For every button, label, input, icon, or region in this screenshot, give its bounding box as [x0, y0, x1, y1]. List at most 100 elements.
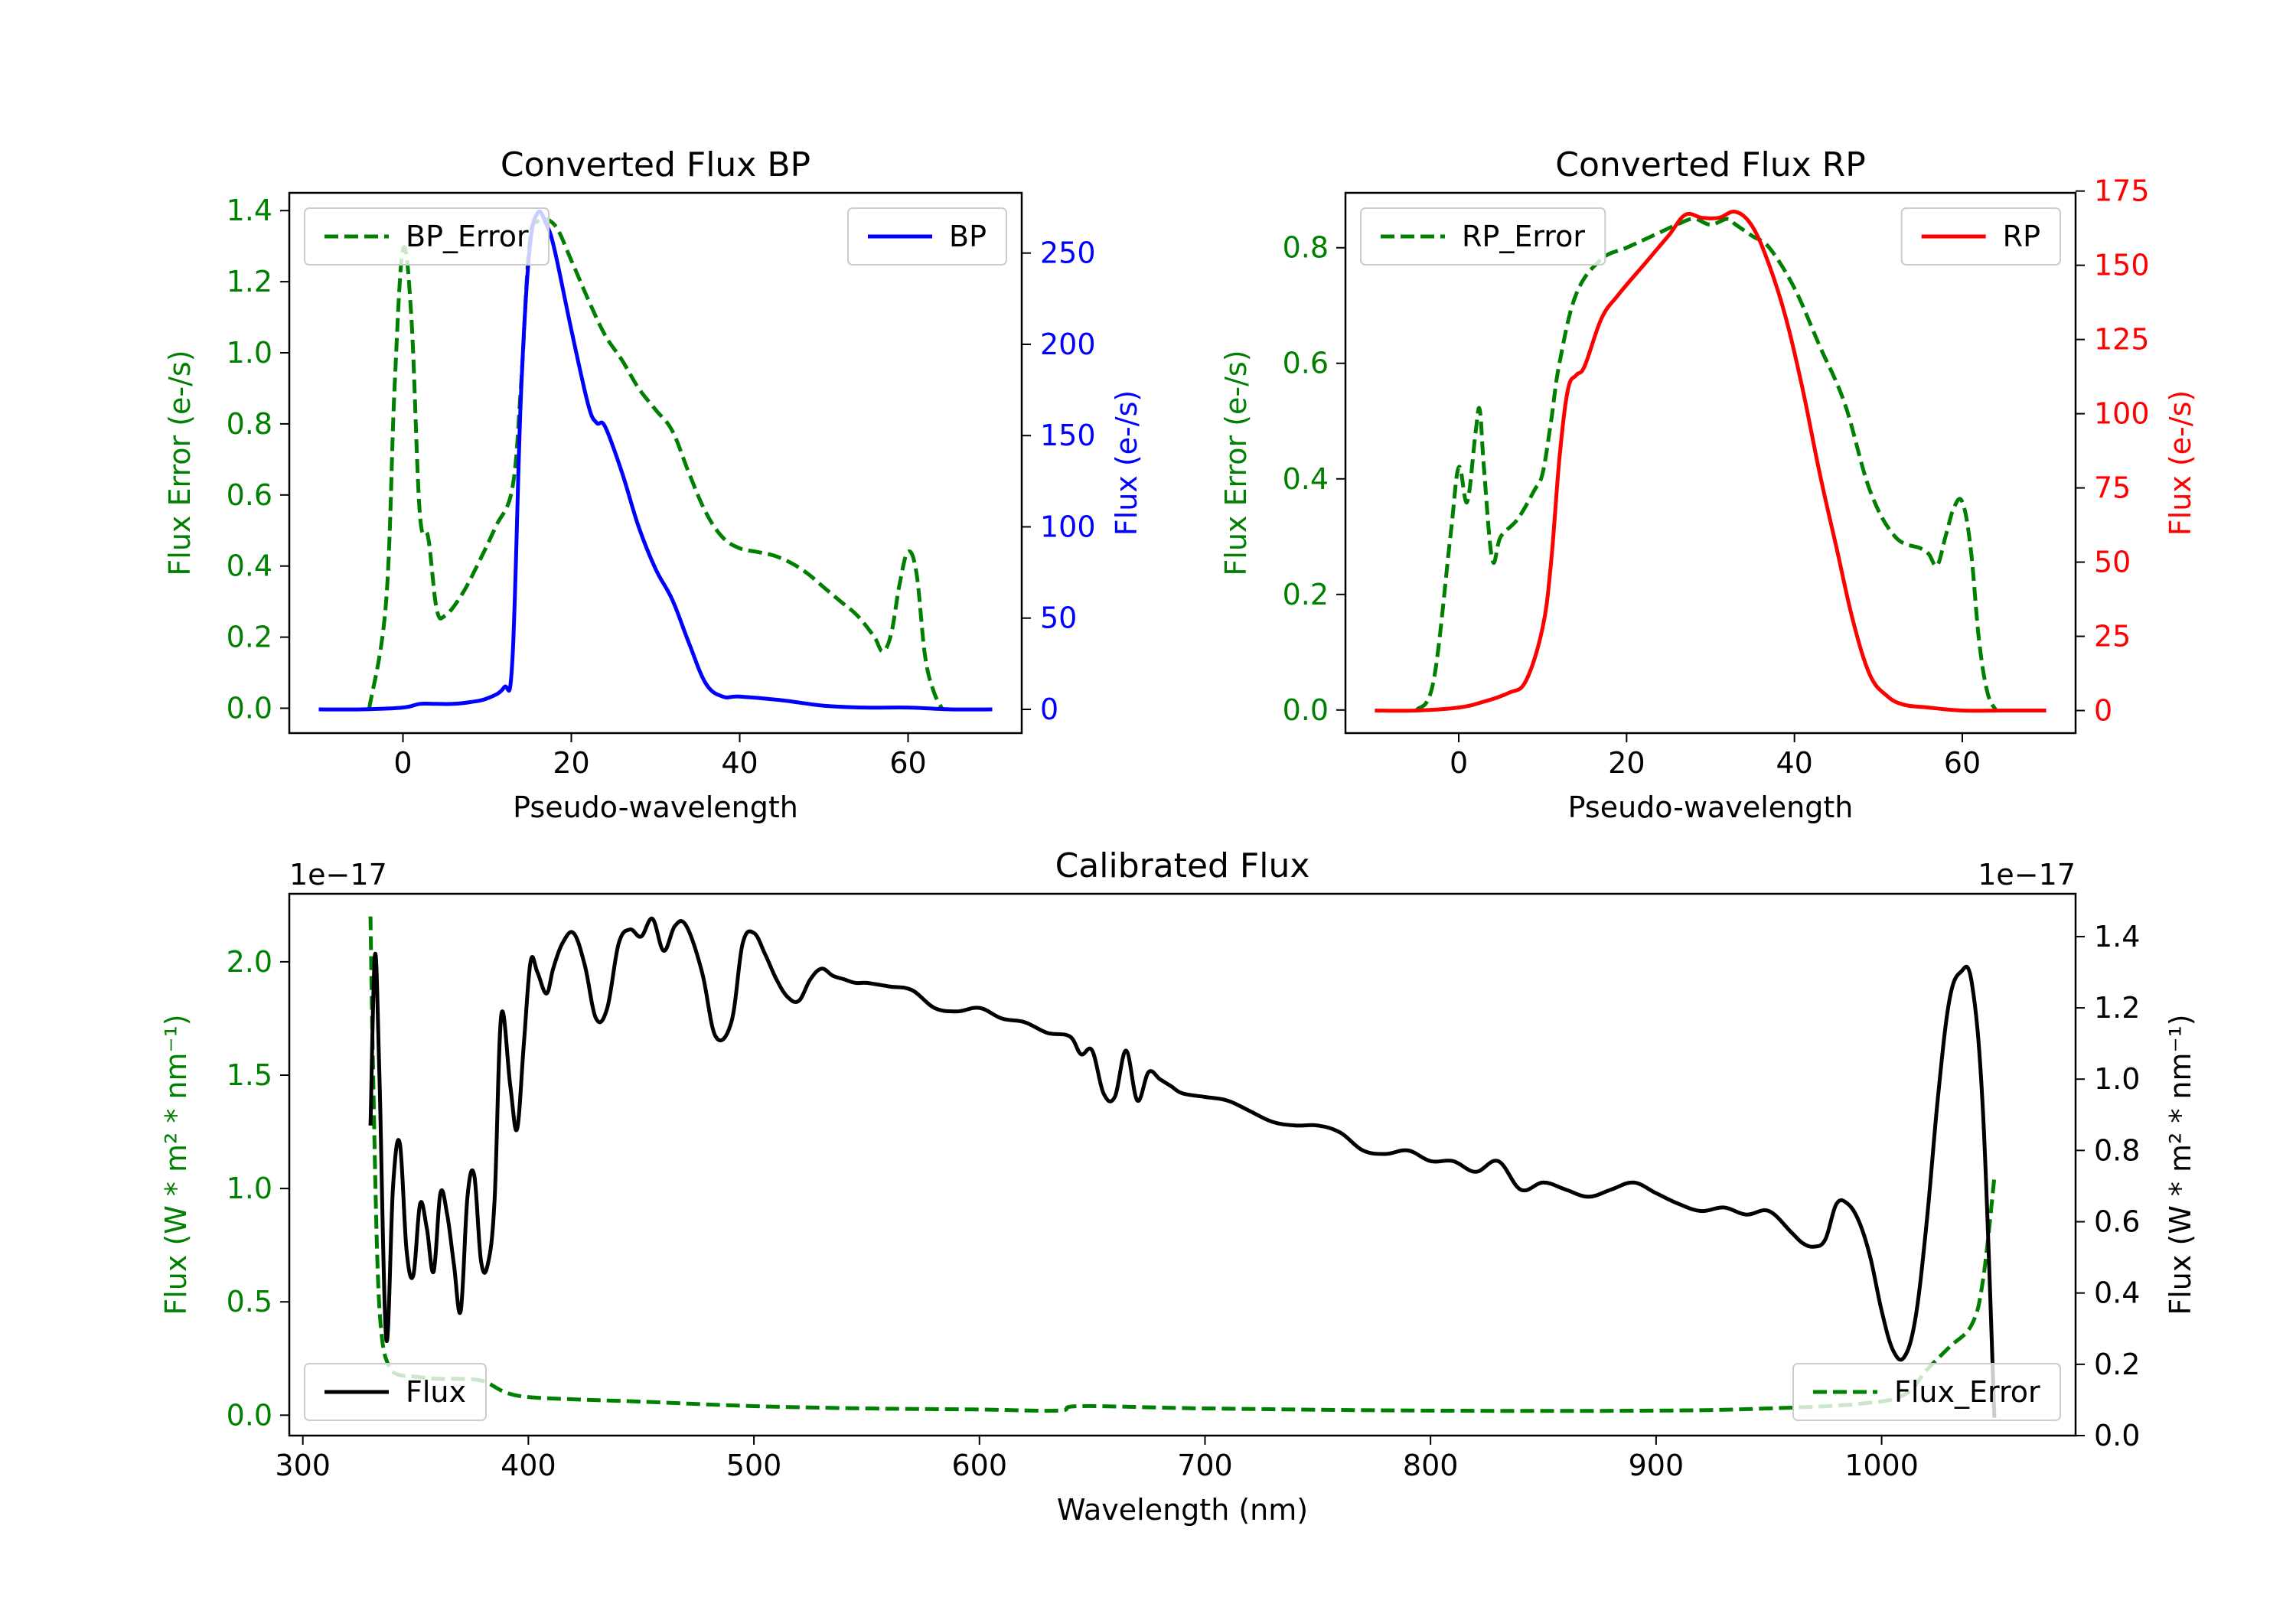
legend-box: [304, 1363, 487, 1421]
x-tick-label: 20: [1608, 746, 1645, 780]
y-right-tick-label: 25: [2094, 620, 2131, 654]
y-left-tick-label: 0.2: [1283, 578, 1329, 611]
legend-box: [1360, 207, 1606, 266]
y-right-tick-label: 175: [2094, 174, 2150, 208]
chart-title: Converted Flux RP: [1555, 145, 1866, 184]
y-right-axis-label: Flux (e-/s): [2164, 390, 2197, 536]
chart-cal: 300 400 500 600 700 800 900 1000 0.0 0.5 1.0 1.5 2.0…: [159, 846, 2197, 1527]
y-right-tick-label: 100: [1040, 510, 1096, 543]
legend-rp: RP: [1900, 207, 2061, 266]
y-left-axis-label: Flux (W * m² * nm⁻¹): [159, 1014, 193, 1315]
y-right-tick-label: 75: [2094, 471, 2131, 505]
y-left-tick-label: 0.0: [227, 1398, 272, 1432]
series-line-flux: [368, 917, 1997, 1418]
y-left-tick-label: 0.4: [227, 549, 272, 583]
y-left-tick-label: 0.0: [227, 691, 272, 725]
y-right-tick-label: 150: [2094, 249, 2150, 282]
axes-frame: [288, 191, 1023, 735]
y-right-tick-label: 100: [2094, 397, 2150, 431]
axes-frame: [1344, 191, 2077, 735]
x-tick-label: 600: [952, 1449, 1008, 1482]
y-right-tick-label: 0.4: [2094, 1276, 2140, 1310]
y-right-tick-label: 1.0: [2094, 1062, 2140, 1096]
series-line-rp: [1375, 209, 2047, 713]
x-tick-label: 60: [1944, 746, 1981, 780]
legend-bp-error: BP_Error: [304, 207, 550, 266]
legend-box: [304, 207, 550, 266]
series-group: [368, 916, 1997, 1418]
y-right-tick-label: 0.0: [2094, 1419, 2140, 1452]
legend-flux: Flux: [304, 1363, 487, 1421]
axes-frame: [288, 892, 2077, 1437]
y-left-tick-label: 1.2: [227, 265, 272, 298]
y-right-tick-label: 50: [2094, 546, 2131, 579]
y-right-axis-label: Flux (e-/s): [1110, 390, 1143, 536]
legend-box: [1792, 1363, 2061, 1421]
chart-title: Converted Flux BP: [501, 145, 810, 184]
y-left-tick-label: 0.4: [1283, 462, 1329, 496]
x-tick-label: 700: [1177, 1449, 1233, 1482]
y-left-tick-label: 0.6: [1283, 347, 1329, 380]
series-line-rp-error: [1415, 217, 1998, 712]
offset-left-label: 1e−17: [289, 858, 387, 892]
x-tick-label: 40: [721, 746, 758, 780]
y-right-tick-label: 0.6: [2094, 1205, 2140, 1239]
y-right-tick-label: 1.4: [2094, 920, 2140, 953]
y-left-tick-label: 0.2: [227, 621, 272, 654]
legend-label: BP_Error: [406, 220, 529, 253]
x-tick-label: 500: [726, 1449, 782, 1482]
x-tick-label: 0: [1450, 746, 1468, 780]
y-left-tick-label: 2.0: [227, 945, 272, 979]
y-left-tick-label: 0.0: [1283, 693, 1329, 727]
x-tick-label: 300: [275, 1449, 331, 1482]
y-right-tick-label: 0.8: [2094, 1133, 2140, 1167]
y-left-tick-label: 0.6: [227, 478, 272, 512]
x-tick-label: 60: [889, 746, 926, 780]
y-right-tick-label: 0: [1040, 693, 1058, 726]
y-right-tick-label: 0: [2094, 694, 2112, 728]
x-axis-label: Wavelength (nm): [1057, 1493, 1308, 1527]
x-axis-label: Pseudo-wavelength: [513, 790, 798, 824]
y-left-tick-label: 1.5: [227, 1058, 272, 1092]
legend-flux-error: Flux_Error: [1792, 1363, 2061, 1421]
x-axis-label: Pseudo-wavelength: [1568, 790, 1854, 824]
x-tick-label: 40: [1776, 746, 1812, 780]
y-right-tick-label: 250: [1040, 236, 1096, 270]
chart-title: Calibrated Flux: [1055, 846, 1310, 885]
x-tick-label: 0: [393, 746, 412, 780]
series-group: [318, 209, 993, 712]
y-right-tick-label: 200: [1040, 328, 1096, 361]
y-right-tick-label: 50: [1040, 601, 1077, 635]
x-tick-label: 800: [1403, 1449, 1459, 1482]
y-right-tick-label: 150: [1040, 419, 1096, 452]
legend-label: Flux_Error: [1894, 1375, 2040, 1409]
legend-label: Flux: [406, 1375, 466, 1409]
y-right-tick-label: 125: [2094, 323, 2150, 357]
chart-rp: 0 20 40 60 0.0 0.2 0.4 0.6 0.8 0 25 50 75 100 125 150 17…: [1219, 145, 2197, 824]
legend-rp-error: RP_Error: [1360, 207, 1606, 266]
y-left-tick-label: 0.5: [227, 1285, 272, 1319]
legend-label: RP: [2003, 220, 2040, 253]
legend-bp: BP: [847, 207, 1007, 266]
offset-right-label: 1e−17: [1978, 858, 2076, 892]
series-group: [1375, 209, 2047, 713]
y-right-tick-label: 0.2: [2094, 1348, 2140, 1381]
y-right-axis-label: Flux (W * m² * nm⁻¹): [2164, 1014, 2197, 1315]
chart-bp: 0 20 40 60 0.0 0.2 0.4 0.6 0.8 1.0 1.2 1.4 0 50 100 150…: [163, 145, 1143, 824]
legend-label: BP: [949, 220, 987, 253]
x-tick-label: 900: [1629, 1449, 1684, 1482]
series-line-bp-error: [367, 217, 944, 709]
series-line-flux-error: [368, 916, 1997, 1413]
y-left-axis-label: Flux Error (e-/s): [163, 350, 197, 575]
x-tick-label: 20: [553, 746, 589, 780]
x-tick-label: 400: [501, 1449, 556, 1482]
y-left-tick-label: 1.0: [227, 336, 272, 370]
y-left-tick-label: 0.8: [227, 407, 272, 441]
y-left-tick-label: 1.4: [227, 194, 272, 227]
y-left-tick-label: 1.0: [227, 1172, 272, 1205]
y-left-tick-label: 0.8: [1283, 231, 1329, 265]
x-tick-label: 1000: [1844, 1449, 1919, 1482]
y-left-axis-label: Flux Error (e-/s): [1219, 350, 1253, 575]
legend-label: RP_Error: [1462, 220, 1585, 253]
